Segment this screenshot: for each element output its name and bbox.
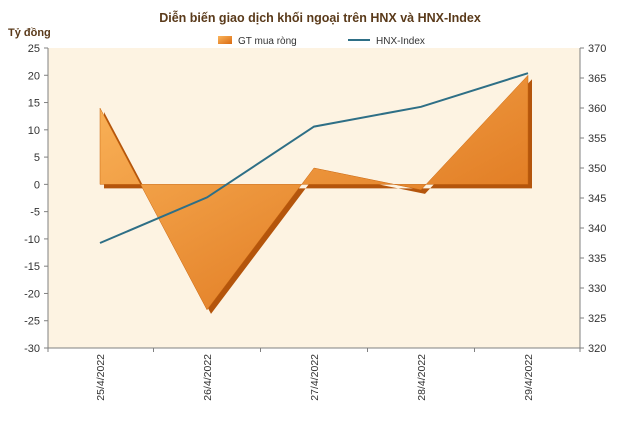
- plot-area: [48, 48, 580, 348]
- chart-title: Diễn biến giao dịch khối ngoại trên HNX …: [159, 10, 481, 25]
- y-right-tick-label: 355: [588, 133, 606, 145]
- y-left-tick-label: 20: [28, 70, 40, 82]
- y-left-tick-label: -15: [24, 261, 40, 273]
- y-left-tick-label: -10: [24, 234, 40, 246]
- y-left-tick-label: 10: [28, 125, 40, 137]
- y-right-tick-label: 325: [588, 313, 606, 325]
- y-right-tick-label: 340: [588, 223, 606, 235]
- y-left-tick-label: 0: [34, 179, 40, 191]
- y-right-tick-label: 350: [588, 163, 606, 175]
- legend-label-area: GT mua ròng: [238, 36, 297, 47]
- x-tick-label: 28/4/2022: [416, 354, 428, 401]
- y-right-tick-label: 345: [588, 193, 606, 205]
- x-tick-label: 29/4/2022: [523, 354, 535, 401]
- y-right-tick-label: 335: [588, 253, 606, 265]
- legend: GT mua ròng HNX-Index: [218, 36, 425, 47]
- y-left-tick-label: -5: [30, 207, 40, 219]
- y-left-tick-label: 5: [34, 152, 40, 164]
- y-left-tick-label: -20: [24, 288, 40, 300]
- x-tick-label: 25/4/2022: [95, 354, 107, 401]
- y-right-tick-label: 365: [588, 73, 606, 85]
- y-right-tick-label: 370: [588, 43, 606, 55]
- y-left-tick-label: -25: [24, 316, 40, 328]
- y-left-tick-label: 15: [28, 98, 40, 110]
- y-right-tick-label: 360: [588, 103, 606, 115]
- x-tick-label: 27/4/2022: [309, 354, 321, 401]
- legend-label-line: HNX-Index: [376, 36, 425, 47]
- y-left-tick-label: 25: [28, 43, 40, 55]
- y-axis-left-label: Tỷ đồng: [8, 27, 51, 39]
- y-left-tick-label: -30: [24, 343, 40, 355]
- y-right-tick-label: 330: [588, 283, 606, 295]
- y-right-tick-label: 320: [588, 343, 606, 355]
- x-tick-label: 26/4/2022: [202, 354, 214, 401]
- legend-swatch-area: [218, 36, 232, 44]
